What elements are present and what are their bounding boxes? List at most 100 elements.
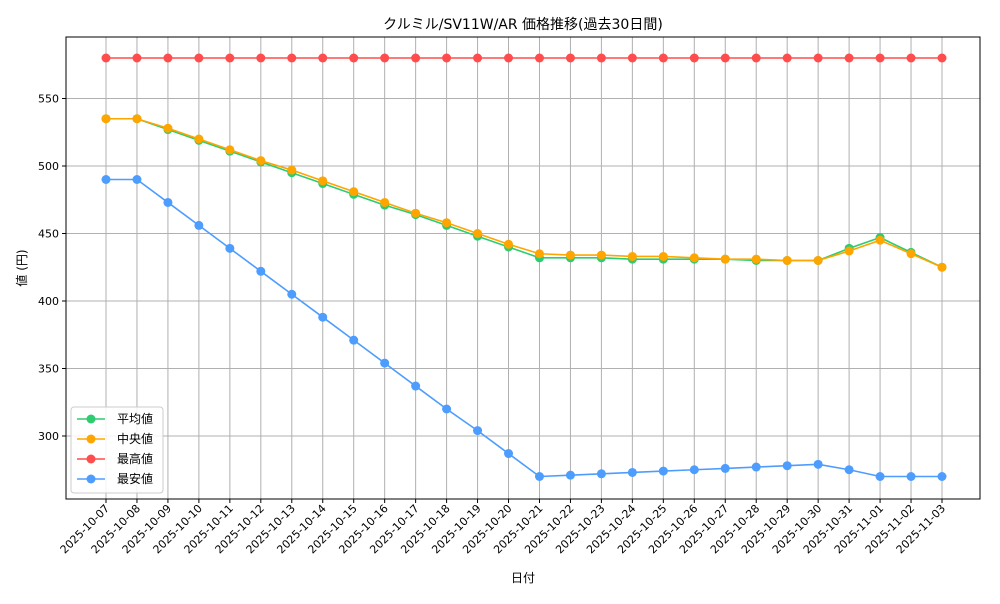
data-point (813, 53, 823, 63)
data-point (534, 53, 544, 63)
data-point (751, 462, 761, 472)
y-tick-label: 350 (38, 363, 59, 376)
data-point (689, 253, 699, 263)
data-point (287, 165, 297, 175)
data-point (658, 53, 668, 63)
data-point (534, 249, 544, 259)
series-1 (101, 114, 947, 272)
data-point (101, 53, 111, 63)
y-axis-label: 値 (円) (14, 249, 29, 286)
data-point (565, 470, 575, 480)
data-point (627, 467, 637, 477)
data-point (782, 256, 792, 265)
legend-label: 中央値 (117, 431, 153, 446)
data-point (132, 175, 142, 184)
y-tick-label: 500 (38, 160, 59, 173)
data-point (782, 53, 792, 63)
data-point (596, 469, 606, 479)
data-point (349, 53, 359, 63)
y-tick-label: 450 (38, 228, 59, 241)
legend-marker (86, 414, 96, 424)
data-point (875, 235, 885, 245)
data-point (101, 175, 111, 184)
legend-box (70, 406, 164, 494)
data-point (565, 250, 575, 260)
legend-marker (86, 434, 96, 444)
data-point (720, 53, 730, 63)
data-point (720, 254, 730, 264)
data-point (751, 53, 761, 63)
data-point (225, 243, 235, 253)
plot-frame (65, 36, 981, 500)
data-point (504, 449, 514, 459)
data-point (411, 208, 421, 218)
data-point (844, 53, 854, 63)
data-point (906, 472, 916, 481)
series-2 (101, 53, 947, 63)
data-point (565, 53, 575, 63)
data-point (875, 472, 885, 481)
data-point (163, 53, 173, 63)
data-point (256, 53, 266, 63)
data-point (225, 53, 235, 63)
data-point (380, 53, 390, 63)
y-tick-label: 300 (38, 430, 59, 443)
data-point (627, 251, 637, 261)
data-point (318, 53, 328, 63)
data-point (937, 472, 947, 481)
data-point (534, 472, 544, 481)
data-point (658, 466, 668, 476)
data-point (225, 145, 235, 155)
data-point (287, 53, 297, 63)
data-point (720, 463, 730, 473)
data-point (256, 266, 266, 276)
data-point (101, 114, 111, 124)
legend-label: 最安値 (117, 471, 153, 486)
data-point (875, 53, 885, 63)
data-point (442, 218, 452, 228)
data-point (782, 461, 792, 471)
data-point (937, 262, 947, 272)
series-3 (101, 175, 947, 481)
data-point (906, 53, 916, 63)
data-point (442, 404, 452, 414)
data-point (813, 256, 823, 265)
x-axis-label: 日付 (511, 571, 535, 585)
data-point (813, 459, 823, 469)
data-point (194, 220, 204, 230)
data-point (844, 246, 854, 256)
data-point (287, 289, 297, 299)
data-point (163, 197, 173, 207)
series-line (106, 178, 942, 478)
data-point (906, 249, 916, 259)
data-point (318, 312, 328, 322)
legend-label: 最高値 (117, 451, 153, 466)
legend-marker (86, 454, 96, 464)
data-point (596, 250, 606, 260)
data-point (658, 251, 668, 261)
data-point (473, 53, 483, 63)
y-tick-label: 400 (38, 295, 59, 308)
data-point (163, 123, 173, 133)
legend-label: 平均値 (117, 411, 153, 426)
data-point (504, 239, 514, 249)
chart-title: クルミル/SV11W/AR 価格推移(過去30日間) (383, 17, 663, 33)
data-point (844, 465, 854, 475)
y-tick-label: 550 (38, 93, 59, 106)
data-point (132, 53, 142, 63)
data-point (256, 156, 266, 166)
data-point (937, 53, 947, 63)
data-point (318, 176, 328, 186)
data-point (689, 465, 699, 475)
data-point (194, 134, 204, 144)
data-point (689, 53, 699, 63)
data-point (504, 53, 514, 63)
data-point (473, 229, 483, 238)
data-point (380, 197, 390, 207)
data-point (596, 53, 606, 63)
data-point (411, 53, 421, 63)
data-point (473, 426, 483, 436)
data-point (751, 254, 761, 264)
